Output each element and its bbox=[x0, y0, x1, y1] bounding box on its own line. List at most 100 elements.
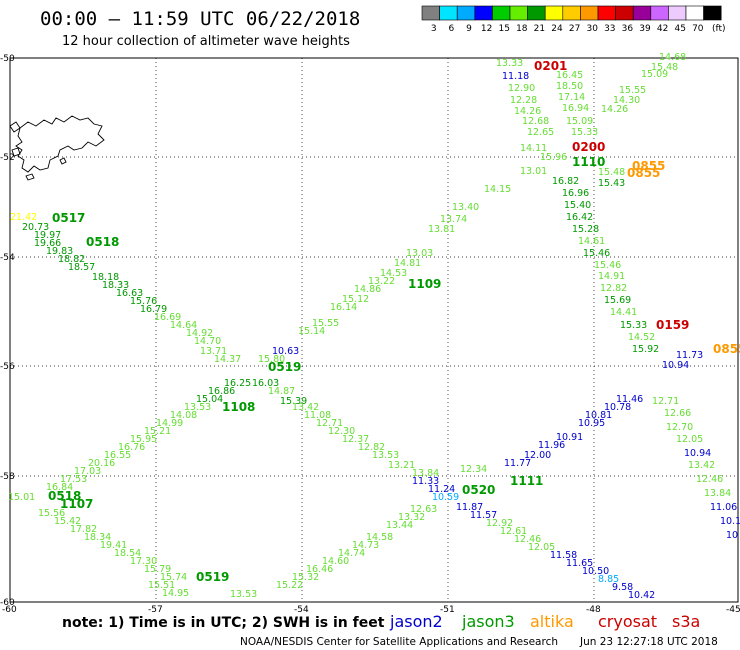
wave-height-value: 12.05 bbox=[528, 542, 555, 553]
satellite-cryosat: cryosat bbox=[598, 612, 657, 631]
page-subtitle: 12 hour collection of altimeter wave hei… bbox=[62, 34, 350, 49]
wave-height-value: 12.05 bbox=[676, 434, 703, 445]
wave-height-value: 15.69 bbox=[604, 295, 631, 306]
wave-height-value: 13.84 bbox=[704, 488, 731, 499]
legend-label: 18 bbox=[516, 24, 528, 34]
wave-height-value: 12.63 bbox=[410, 504, 437, 515]
wave-height-value: 13.42 bbox=[688, 460, 715, 471]
legend-label: 39 bbox=[639, 24, 651, 34]
legend-label: 6 bbox=[449, 24, 455, 34]
wave-height-value: 14.30 bbox=[613, 95, 640, 106]
pass-time-label: 1107 bbox=[60, 497, 93, 511]
wave-height-value: 16.55 bbox=[104, 450, 131, 461]
legend-label: 9 bbox=[466, 24, 472, 34]
pass-time-label: 0517 bbox=[52, 211, 85, 225]
pass-time-label: 0855 bbox=[632, 159, 665, 173]
wave-height-value: 16.82 bbox=[552, 176, 579, 187]
footer-note: note: 1) Time is in UTC; 2) SWH is in fe… bbox=[62, 615, 385, 631]
wave-height-value: 15.01 bbox=[8, 492, 35, 503]
wave-height-value: 15.14 bbox=[298, 326, 325, 337]
wave-height-value: 10.59 bbox=[432, 492, 459, 503]
wave-height-value: 15.40 bbox=[564, 200, 591, 211]
wave-height-value: 15.79 bbox=[144, 564, 171, 575]
wave-height-value: 17.30 bbox=[130, 556, 157, 567]
legend-swatch-39 bbox=[632, 5, 652, 21]
wave-height-value: 17.14 bbox=[558, 92, 585, 103]
wave-height-value: 15.04 bbox=[196, 394, 223, 405]
wave-height-value: 16.25 bbox=[224, 378, 251, 389]
wave-height-value: 20.16 bbox=[88, 458, 115, 469]
pass-time-label: 0518 bbox=[48, 489, 81, 503]
color-legend: 3 6 9 12 15 18 21 24 27 30 33 36 39 42 45 70 (ft) bbox=[421, 5, 726, 34]
wave-height-value: 15.48 bbox=[651, 62, 678, 73]
wave-height-value: 16.03 bbox=[252, 378, 279, 389]
wave-height-value: 14.15 bbox=[484, 184, 511, 195]
wave-height-value: 16.94 bbox=[562, 103, 589, 114]
wave-height-value: 11.33 bbox=[412, 476, 439, 487]
wave-height-value: 15.55 bbox=[619, 85, 646, 96]
wave-height-value: 12.37 bbox=[342, 434, 369, 445]
wave-height-value: 15.43 bbox=[598, 178, 625, 189]
wave-height-value: 18.50 bbox=[556, 81, 583, 92]
wave-height-value: 13.53 bbox=[230, 589, 257, 600]
wave-height-value: 13.81 bbox=[428, 224, 455, 235]
wave-height-value: 14.81 bbox=[394, 258, 421, 269]
wave-height-value: 14.11 bbox=[520, 143, 547, 154]
wave-height-value: 14.73 bbox=[352, 540, 379, 551]
wave-height-value: 18.34 bbox=[84, 532, 111, 543]
wave-height-value: 13.40 bbox=[452, 202, 479, 213]
pass-time-label: 0518 bbox=[86, 235, 119, 249]
legend-swatch-6 bbox=[439, 5, 458, 21]
wave-height-value: 16.63 bbox=[116, 288, 143, 299]
wave-height-value: 12.65 bbox=[527, 127, 554, 138]
wave-height-value: 18.57 bbox=[68, 262, 95, 273]
wave-height-value: 15.51 bbox=[148, 580, 175, 591]
legend-label: 36 bbox=[622, 24, 634, 34]
wave-height-value: 14.60 bbox=[322, 556, 349, 567]
wave-height-value: 12.82 bbox=[600, 283, 627, 294]
satellite-jason2: jason2 bbox=[389, 612, 443, 631]
wave-height-value: 11.24 bbox=[428, 484, 455, 495]
wave-height-value: 14.95 bbox=[162, 588, 189, 599]
wave-height-value: 13.01 bbox=[520, 166, 547, 177]
wave-height-value: 11.08 bbox=[304, 410, 331, 421]
x-tick-label: -51 bbox=[440, 605, 455, 615]
wave-height-value: 10.1 bbox=[720, 516, 740, 527]
y-tick-label: -60 bbox=[0, 598, 15, 608]
wave-height-value: 14.64 bbox=[170, 320, 197, 331]
wave-height-value: 11.96 bbox=[538, 440, 565, 451]
wave-height-value: 16.45 bbox=[556, 70, 583, 81]
wave-height-value: 10.91 bbox=[556, 432, 583, 443]
wave-height-value: 19.97 bbox=[34, 230, 61, 241]
wave-height-value: 15.22 bbox=[276, 580, 303, 591]
wave-height-value: 19.41 bbox=[100, 540, 127, 551]
footer-credit: NOAA/NESDIS Center for Satellite Applica… bbox=[240, 636, 558, 648]
wave-height-value: 16.42 bbox=[566, 212, 593, 223]
wave-height-value: 15.28 bbox=[572, 224, 599, 235]
pass-time-label: 0200 bbox=[572, 140, 605, 154]
y-tick-label: -58 bbox=[0, 472, 15, 482]
wave-height-value: 15.09 bbox=[566, 116, 593, 127]
wave-height-value: 11.65 bbox=[566, 558, 593, 569]
wave-height-value: 15.55 bbox=[312, 318, 339, 329]
legend-label: 3 bbox=[431, 24, 437, 34]
wave-height-value: 13.84 bbox=[412, 468, 439, 479]
satellite-s3a: s3a bbox=[672, 612, 700, 631]
legend-swatch-18 bbox=[509, 5, 528, 21]
wave-height-value: 16.96 bbox=[562, 188, 589, 199]
wave-height-value: 14.61 bbox=[578, 236, 605, 247]
wave-height-value: 14.99 bbox=[156, 418, 183, 429]
pass-time-label: 1109 bbox=[408, 277, 441, 291]
wave-height-value: 11.46 bbox=[616, 394, 643, 405]
legend-label: 27 bbox=[569, 24, 580, 34]
wave-height-value: 15.76 bbox=[130, 296, 157, 307]
wave-height-value: 13.71 bbox=[200, 346, 227, 357]
wave-height-value: 11.18 bbox=[502, 71, 529, 82]
wave-height-value: 12.61 bbox=[500, 526, 527, 537]
wave-height-value: 18.33 bbox=[102, 280, 129, 291]
pass-time-label: 0855 bbox=[627, 166, 660, 180]
wave-height-value: 14.52 bbox=[628, 332, 655, 343]
wave-height-value: 15.46 bbox=[594, 260, 621, 271]
